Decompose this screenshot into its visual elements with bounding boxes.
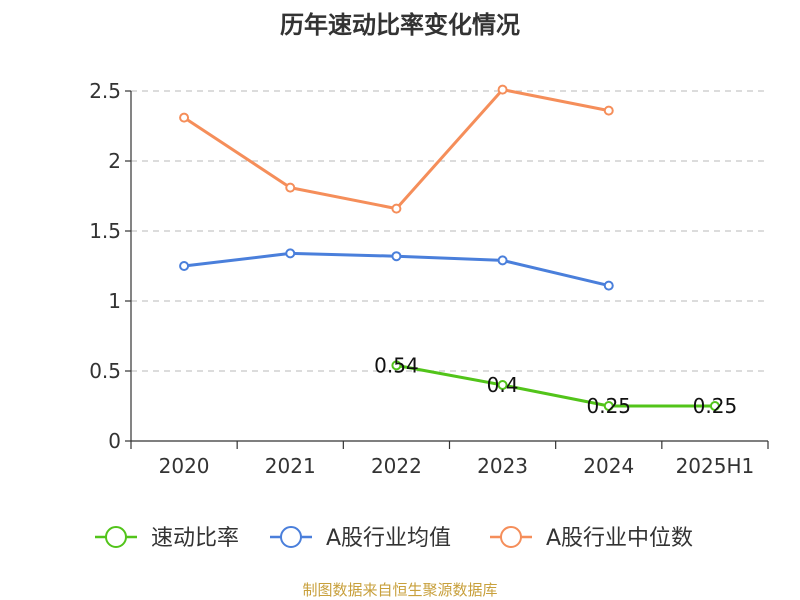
data-label: 0.25 — [693, 394, 738, 418]
y-tick-label: 1 — [108, 289, 121, 313]
data-point[interactable] — [603, 280, 614, 291]
x-tick-label: 2022 — [371, 454, 422, 478]
data-point[interactable] — [285, 248, 296, 259]
data-point[interactable] — [497, 84, 508, 95]
chart-title: 历年速动比率变化情况 — [280, 11, 520, 39]
data-point[interactable] — [179, 261, 190, 271]
data-point[interactable] — [497, 380, 508, 390]
data-point[interactable] — [391, 360, 402, 371]
axes: 0 0.5 1 1.5 2 2.5 2020 2021 2022 2023 2024 2025H1 — [89, 79, 769, 478]
data-point[interactable] — [391, 251, 402, 262]
data-labels: 0.54 0.4 0.25 0.25 — [374, 353, 737, 418]
x-tick-label: 2025H1 — [676, 454, 755, 478]
x-tick-label: 2021 — [265, 454, 316, 478]
legend-label: A股行业均值 — [326, 526, 451, 551]
data-point[interactable] — [497, 255, 508, 266]
source-note: 制图数据来自恒生聚源数据库 — [302, 581, 497, 599]
data-point[interactable] — [179, 112, 190, 123]
y-tick-label: 0.5 — [89, 359, 121, 383]
series-line — [396, 363, 715, 408]
legend-label: 速动比率 — [151, 526, 239, 551]
data-point[interactable] — [603, 401, 614, 411]
data-point[interactable] — [603, 105, 614, 116]
y-tick-label: 1.5 — [89, 219, 121, 243]
x-tick-label: 2024 — [583, 454, 634, 478]
legend-item[interactable]: A股行业中位数 — [490, 526, 693, 551]
legend: 速动比率 A股行业均值 A股行业中位数 — [95, 526, 693, 551]
series-2 — [179, 84, 614, 214]
legend-label: A股行业中位数 — [546, 526, 693, 551]
data-label: 0.4 — [487, 373, 519, 397]
legend-marker-icon — [500, 526, 522, 548]
grid-lines — [131, 90, 768, 372]
data-point[interactable] — [709, 401, 720, 411]
data-label: 0.54 — [374, 353, 419, 377]
data-label: 0.25 — [586, 394, 631, 418]
data-point[interactable] — [285, 182, 296, 193]
x-tick-label: 2023 — [477, 454, 528, 478]
legend-item[interactable]: 速动比率 — [95, 526, 239, 551]
y-tick-label: 2 — [108, 149, 121, 173]
y-tick-label: 0 — [108, 429, 121, 453]
x-tick-label: 2020 — [159, 454, 210, 478]
legend-marker-icon — [105, 526, 127, 548]
series-1 — [179, 248, 614, 291]
legend-marker-icon — [280, 526, 302, 548]
y-tick-label: 2.5 — [89, 79, 121, 103]
legend-item[interactable]: A股行业均值 — [270, 526, 451, 551]
series-0 — [391, 360, 720, 411]
series-line — [183, 88, 610, 211]
data-point[interactable] — [391, 203, 402, 214]
series-layer — [179, 84, 720, 411]
